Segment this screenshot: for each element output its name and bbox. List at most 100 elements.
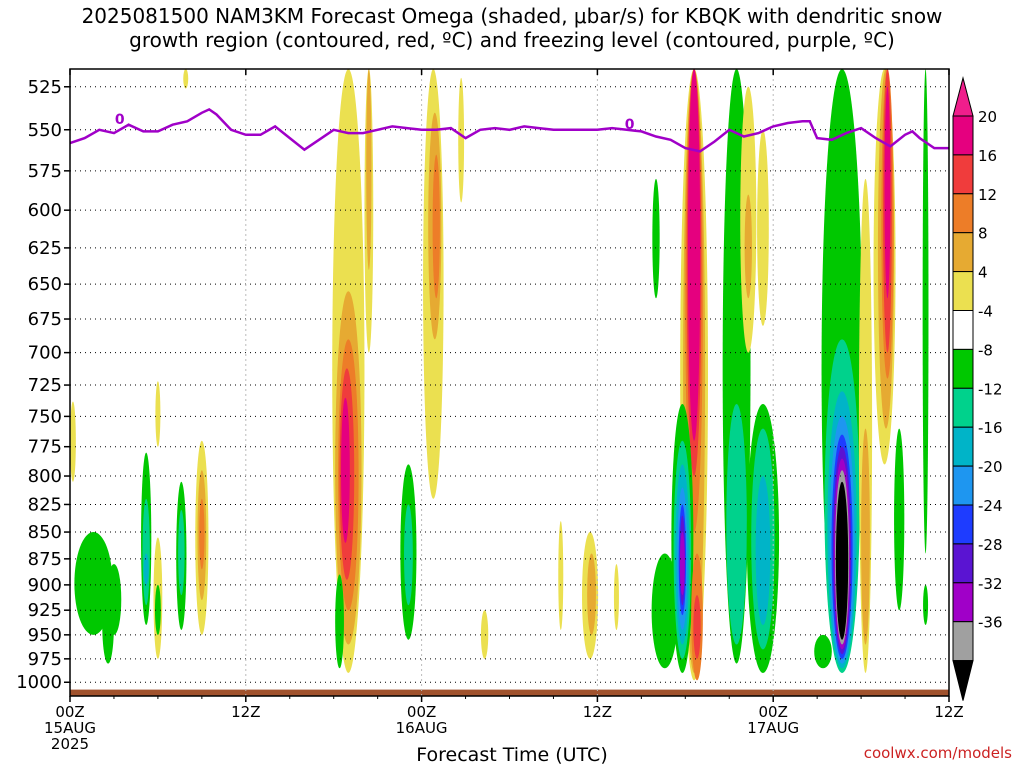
colorbar-label: -4 — [978, 303, 993, 321]
colorbar-swatch — [952, 543, 974, 584]
y-tick-label: 1000 — [16, 672, 62, 693]
colorbar-label: -36 — [978, 614, 1003, 632]
omega-cell — [143, 553, 149, 585]
colorbar-label: -28 — [978, 536, 1003, 554]
y-tick-label: 675 — [28, 309, 62, 330]
omega-cell — [744, 194, 752, 299]
omega-cell — [142, 498, 150, 606]
omega-cell — [923, 584, 929, 626]
terrain-layer — [70, 689, 949, 696]
omega-cell — [922, 69, 929, 554]
omega-cell — [106, 564, 122, 635]
x-tick-label: 00Z — [55, 703, 84, 721]
credit-text: coolwx.com/models — [863, 744, 1012, 762]
colorbar-bottom-arrow — [952, 660, 974, 701]
y-tick-label: 800 — [28, 466, 62, 487]
omega-cell — [835, 481, 849, 640]
chart-title-line1: 2025081500 NAM3KM Forecast Omega (shaded… — [81, 4, 943, 28]
omega-cell — [755, 476, 771, 626]
omega-cell — [404, 504, 413, 606]
colorbar-label: 16 — [978, 147, 997, 165]
colorbar-swatch — [952, 465, 974, 506]
colorbar-swatch — [952, 193, 974, 234]
y-tick-label: 925 — [28, 600, 62, 621]
colorbar-swatch — [952, 154, 974, 195]
omega-cell — [894, 428, 905, 611]
x-tick-sublabel: 17AUG — [747, 719, 799, 737]
omega-cell — [587, 553, 596, 635]
colorbar-label: -24 — [978, 497, 1003, 515]
colorbar-label: 20 — [978, 108, 997, 126]
x-tick-sublabel: 16AUG — [396, 719, 448, 737]
omega-cell — [480, 610, 489, 659]
freezing-level-label: 0 — [115, 112, 125, 128]
omega-cell — [154, 584, 161, 635]
colorbar-label: 4 — [978, 264, 988, 282]
omega-cell — [70, 401, 76, 482]
y-tick-label: 950 — [28, 625, 62, 646]
omega-cell — [884, 86, 891, 299]
y-tick-label: 825 — [28, 494, 62, 515]
x-tick-sublabel: 2025 — [51, 735, 89, 753]
chart-title: 2025081500 NAM3KM Forecast Omega (shaded… — [0, 4, 1024, 52]
y-tick-label: 900 — [28, 575, 62, 596]
y-tick-label: 975 — [28, 649, 62, 670]
y-tick-label: 525 — [28, 77, 62, 98]
x-tick-label: 00Z — [759, 703, 788, 721]
colorbar-label: 12 — [978, 186, 997, 204]
colorbar-label: 8 — [978, 225, 988, 243]
x-axis-title: Forecast Time (UTC) — [416, 744, 608, 766]
colorbar-swatch — [952, 115, 974, 156]
x-tick-sublabel: 15AUG — [44, 719, 96, 737]
omega-cell — [693, 595, 701, 659]
colorbar: 20 16 12 8 4 -4 -8 -12 -16 -20 -24 -28 -32 -36 — [952, 76, 1003, 701]
omega-cell — [199, 498, 205, 570]
y-tick-label: 625 — [28, 238, 62, 259]
colorbar-swatch — [952, 582, 974, 623]
x-tick-label: 12Z — [934, 703, 963, 721]
omega-cell — [651, 553, 678, 669]
omega-cell — [432, 154, 440, 299]
chart-title-line2: growth region (contoured, red, ºC) and f… — [129, 28, 895, 52]
colorbar-swatch — [952, 271, 974, 312]
y-tick-label: 575 — [28, 161, 62, 182]
colorbar-top-arrow — [952, 76, 974, 117]
omega-cell — [458, 77, 465, 203]
colorbar-swatch — [952, 504, 974, 545]
colorbar-label: -16 — [978, 419, 1003, 437]
omega-cell — [687, 69, 701, 441]
omega-cell — [861, 428, 870, 645]
omega-cell — [366, 69, 372, 270]
omega-cell — [757, 129, 769, 326]
y-tick-label: 725 — [28, 375, 62, 396]
colorbar-swatch — [952, 348, 974, 389]
omega-cell — [652, 178, 660, 299]
x-tick-label: 12Z — [231, 703, 260, 721]
omega-cell — [814, 634, 832, 669]
plot-area — [70, 69, 949, 696]
omega-cell — [341, 397, 350, 543]
colorbar-swatch — [952, 621, 974, 662]
x-tick-label: 00Z — [407, 703, 436, 721]
omega-cell — [558, 521, 564, 630]
colorbar-label: -20 — [978, 458, 1003, 476]
terrain-strip — [70, 689, 949, 696]
y-tick-label: 850 — [28, 522, 62, 543]
omega-cell — [726, 403, 747, 645]
y-tick-label: 775 — [28, 437, 62, 458]
y-axis: 525 550 575 600 625 650 675 700 725 750 775 800 825 8… — [16, 77, 70, 693]
freezing-level-line — [70, 107, 949, 153]
colorbar-label: -32 — [978, 575, 1003, 593]
colorbar-swatch — [952, 387, 974, 428]
colorbar-swatch — [952, 426, 974, 467]
omega-cell — [155, 381, 161, 447]
x-tick-label: 12Z — [583, 703, 612, 721]
freezing-level-label: 0 — [625, 117, 635, 133]
omega-cell — [613, 564, 619, 630]
omega-cell — [679, 532, 685, 596]
colorbar-swatch — [952, 232, 974, 273]
colorbar-label: -12 — [978, 380, 1003, 398]
